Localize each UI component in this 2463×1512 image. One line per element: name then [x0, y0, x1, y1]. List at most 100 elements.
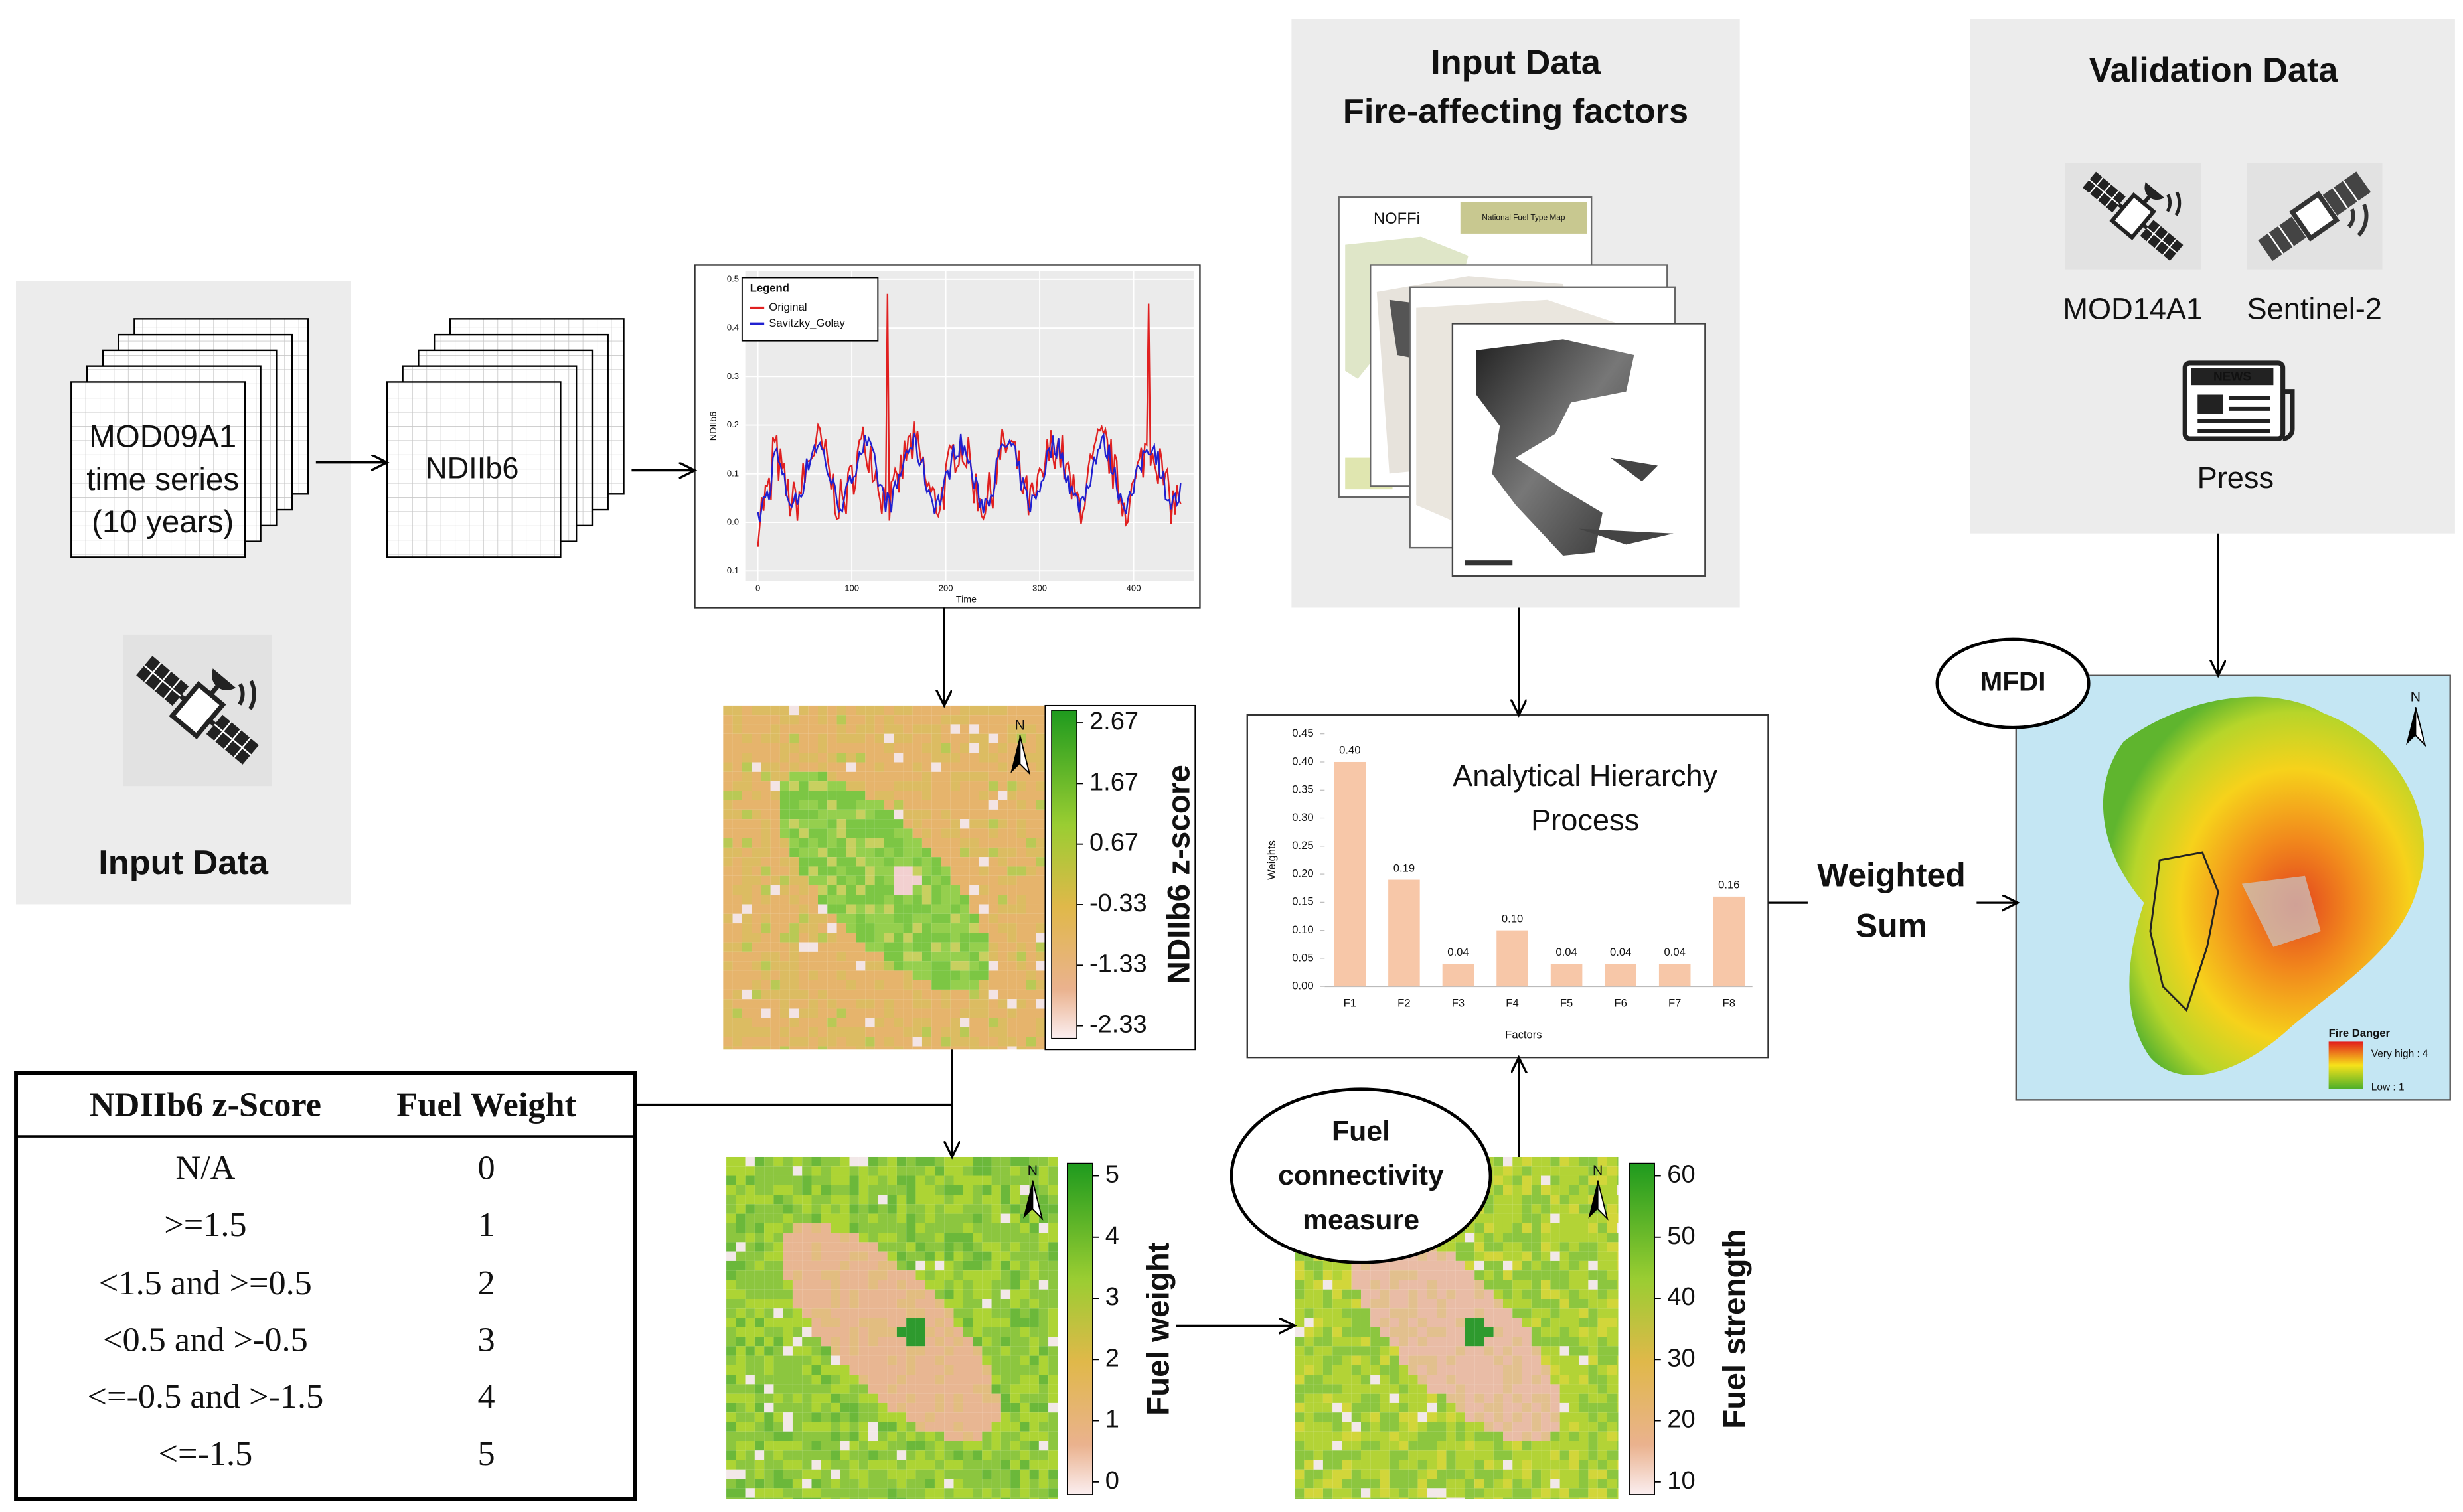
pixel: [1588, 1450, 1598, 1460]
pixel: [906, 1393, 916, 1403]
table-header: NDIIb6 z-Score: [90, 1085, 321, 1124]
pixel: [846, 951, 856, 962]
pixel: [979, 819, 989, 829]
pixel: [1569, 1166, 1579, 1176]
pixel: [1332, 1384, 1342, 1394]
pixel: [726, 1308, 736, 1318]
pixel: [827, 781, 837, 791]
pixel: [1465, 1488, 1475, 1498]
pixel: [979, 762, 989, 772]
pixel: [858, 1497, 869, 1499]
pixel: [1380, 1260, 1390, 1271]
pixel: [1010, 1298, 1020, 1309]
y-tick-label: 0.30: [1292, 811, 1313, 824]
pixel: [1048, 1185, 1058, 1195]
pixel: [836, 791, 846, 800]
pixel: [865, 857, 875, 867]
pixel: [761, 800, 771, 810]
pixel: [792, 1497, 803, 1499]
pixel: [963, 1365, 973, 1375]
pixel: [1360, 1298, 1371, 1309]
pixel: [726, 1346, 736, 1356]
pixel: [903, 819, 913, 829]
pixel: [821, 1233, 831, 1243]
pixel: [1313, 1280, 1323, 1290]
pixel: [764, 1260, 774, 1271]
pixel: [906, 1233, 916, 1243]
pixel: [950, 951, 961, 962]
pixel: [742, 838, 752, 848]
pixel: [752, 895, 761, 905]
pixel: [874, 828, 884, 838]
pixel: [979, 923, 989, 933]
pixel: [963, 1251, 973, 1261]
pixel: [1559, 1384, 1569, 1394]
pixel: [894, 1037, 904, 1047]
pixel: [1313, 1469, 1323, 1479]
pixel: [1036, 847, 1046, 858]
pixel: [1026, 866, 1036, 876]
pixel: [896, 1337, 907, 1347]
fire-danger-legend: [2328, 1041, 2363, 1089]
pixel: [742, 762, 752, 772]
pixel: [988, 913, 998, 924]
pixel: [1493, 1260, 1503, 1271]
pixel: [1541, 1431, 1551, 1441]
pixel: [931, 913, 941, 924]
pixel: [742, 866, 752, 876]
pixel: [1427, 1318, 1437, 1327]
pixel: [906, 1195, 916, 1205]
pixel: [1304, 1412, 1314, 1422]
pixel: [991, 1204, 1001, 1214]
colorbar-tick-label: 0.67: [1089, 829, 1139, 857]
pixel: [1569, 1204, 1579, 1214]
pixel: [906, 1412, 916, 1422]
pixel: [1512, 1308, 1522, 1318]
pixel: [817, 989, 828, 1000]
pixel: [982, 1289, 992, 1299]
pixel: [1474, 1308, 1484, 1318]
pixel: [1446, 1327, 1456, 1337]
pixel: [973, 1488, 983, 1498]
pixel: [1588, 1337, 1598, 1347]
pixel: [991, 1233, 1001, 1243]
pixel: [1029, 1450, 1039, 1460]
pixel: [973, 1185, 983, 1195]
pixel: [982, 1393, 992, 1403]
pixel: [723, 791, 733, 800]
pixel: [808, 809, 818, 820]
pixel: [732, 951, 742, 962]
pixel: [903, 791, 913, 800]
pixel: [1597, 1327, 1607, 1337]
pixel: [1522, 1431, 1532, 1441]
pixel: [1016, 980, 1026, 990]
pixel: [1048, 1233, 1058, 1243]
pixel: [896, 1460, 907, 1470]
pixel: [752, 838, 761, 848]
pixel: [1597, 1166, 1607, 1176]
colorbar-tick-label: 0: [1105, 1467, 1119, 1495]
pixel: [846, 781, 856, 791]
pixel: [808, 743, 818, 753]
pixel: [921, 715, 932, 725]
pixel: [1322, 1260, 1333, 1271]
pixel: [1588, 1365, 1598, 1375]
pixel: [1007, 904, 1017, 914]
pixel: [792, 1422, 803, 1432]
pixel: [764, 1488, 774, 1498]
pixel: [1597, 1450, 1607, 1460]
pixel: [1038, 1440, 1049, 1451]
pixel: [836, 942, 846, 952]
pixel: [868, 1346, 878, 1356]
pixel: [1417, 1422, 1427, 1432]
pixel: [1332, 1412, 1342, 1422]
pixel: [802, 1488, 812, 1498]
pixel: [1048, 1355, 1058, 1365]
pixel: [1559, 1270, 1569, 1280]
pixel: [1026, 753, 1036, 763]
pixel: [1038, 1479, 1049, 1489]
weighted-sum: Weighted: [1817, 856, 1966, 893]
pixel: [1332, 1298, 1342, 1309]
pixel: [799, 847, 809, 858]
pixel: [1016, 866, 1026, 876]
